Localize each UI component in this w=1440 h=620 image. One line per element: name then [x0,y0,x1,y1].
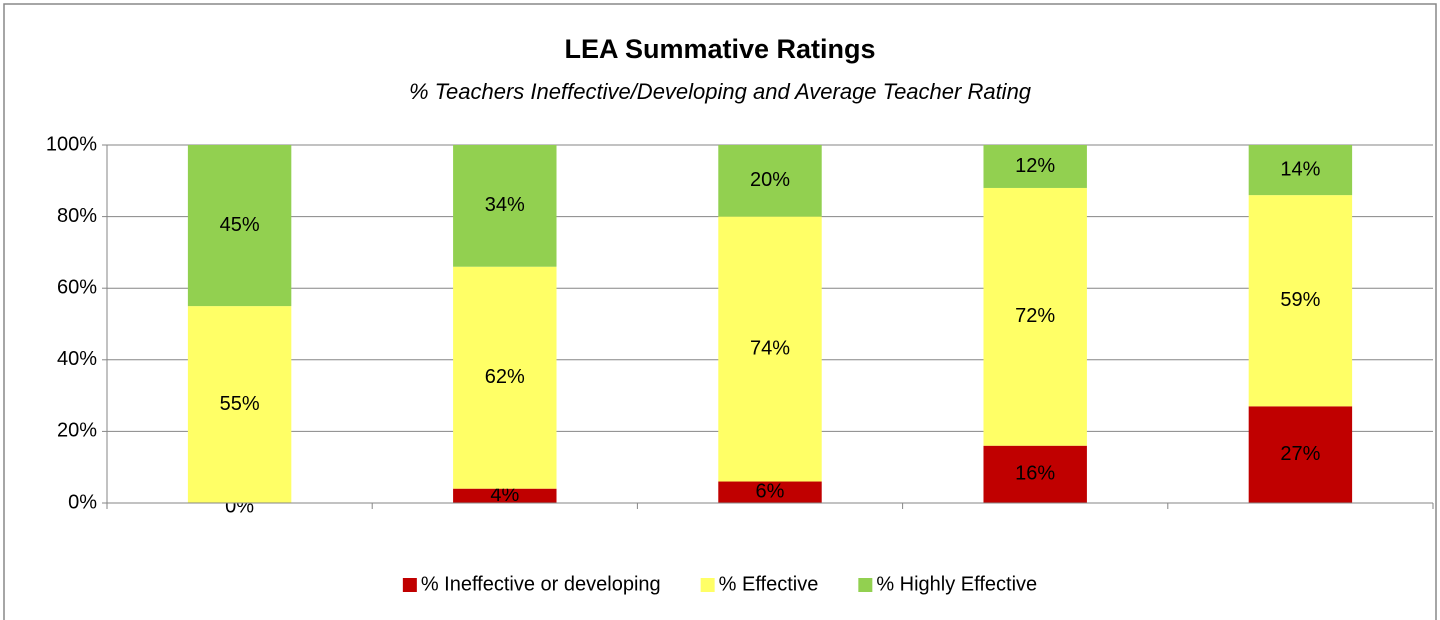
bar-segment [718,145,822,217]
chart-title: LEA Summative Ratings [564,34,875,64]
legend-swatch [858,578,873,592]
bar-segment [1248,195,1353,407]
legend-swatch [700,578,715,592]
data-label: 74% [750,337,790,359]
bar-segment [718,481,822,503]
bar-segment [1248,406,1353,503]
data-label: 34% [485,194,525,216]
legend-label: % Effective [719,573,819,595]
bar-segment [453,488,557,503]
bar-segment [718,216,822,482]
bar-segment [983,145,1087,188]
bar-segment [1248,145,1353,196]
data-label: 4% [490,484,519,506]
data-label: 12% [1015,155,1055,177]
data-label: 20% [750,169,790,191]
y-tick-label: 60% [57,276,97,298]
bar-segment [983,187,1087,446]
data-label: 59% [1280,289,1320,311]
y-tick-label: 40% [57,348,97,370]
chart-subtitle: % Teachers Ineffective/Developing and Av… [409,79,1032,104]
bar-segment [453,145,557,267]
data-label: 27% [1280,443,1320,465]
data-label: 14% [1280,158,1320,180]
y-tick-label: 20% [57,420,97,442]
data-label: 72% [1015,305,1055,327]
bar-segment [187,306,292,503]
data-label: 62% [485,366,525,388]
data-label: 55% [220,393,260,415]
y-tick-label: 80% [57,205,97,227]
data-label: 45% [220,214,260,236]
legend-label: % Highly Effective [876,573,1037,595]
y-tick-label: 100% [46,133,97,155]
legend-label: % Ineffective or developing [421,573,661,595]
y-tick-label: 0% [68,491,97,513]
legend-swatch [402,578,417,592]
bar-segment [187,145,292,307]
bar-segment [983,445,1087,503]
data-label: 6% [756,481,785,503]
bar-segment [453,266,557,489]
data-label: 16% [1015,463,1055,485]
